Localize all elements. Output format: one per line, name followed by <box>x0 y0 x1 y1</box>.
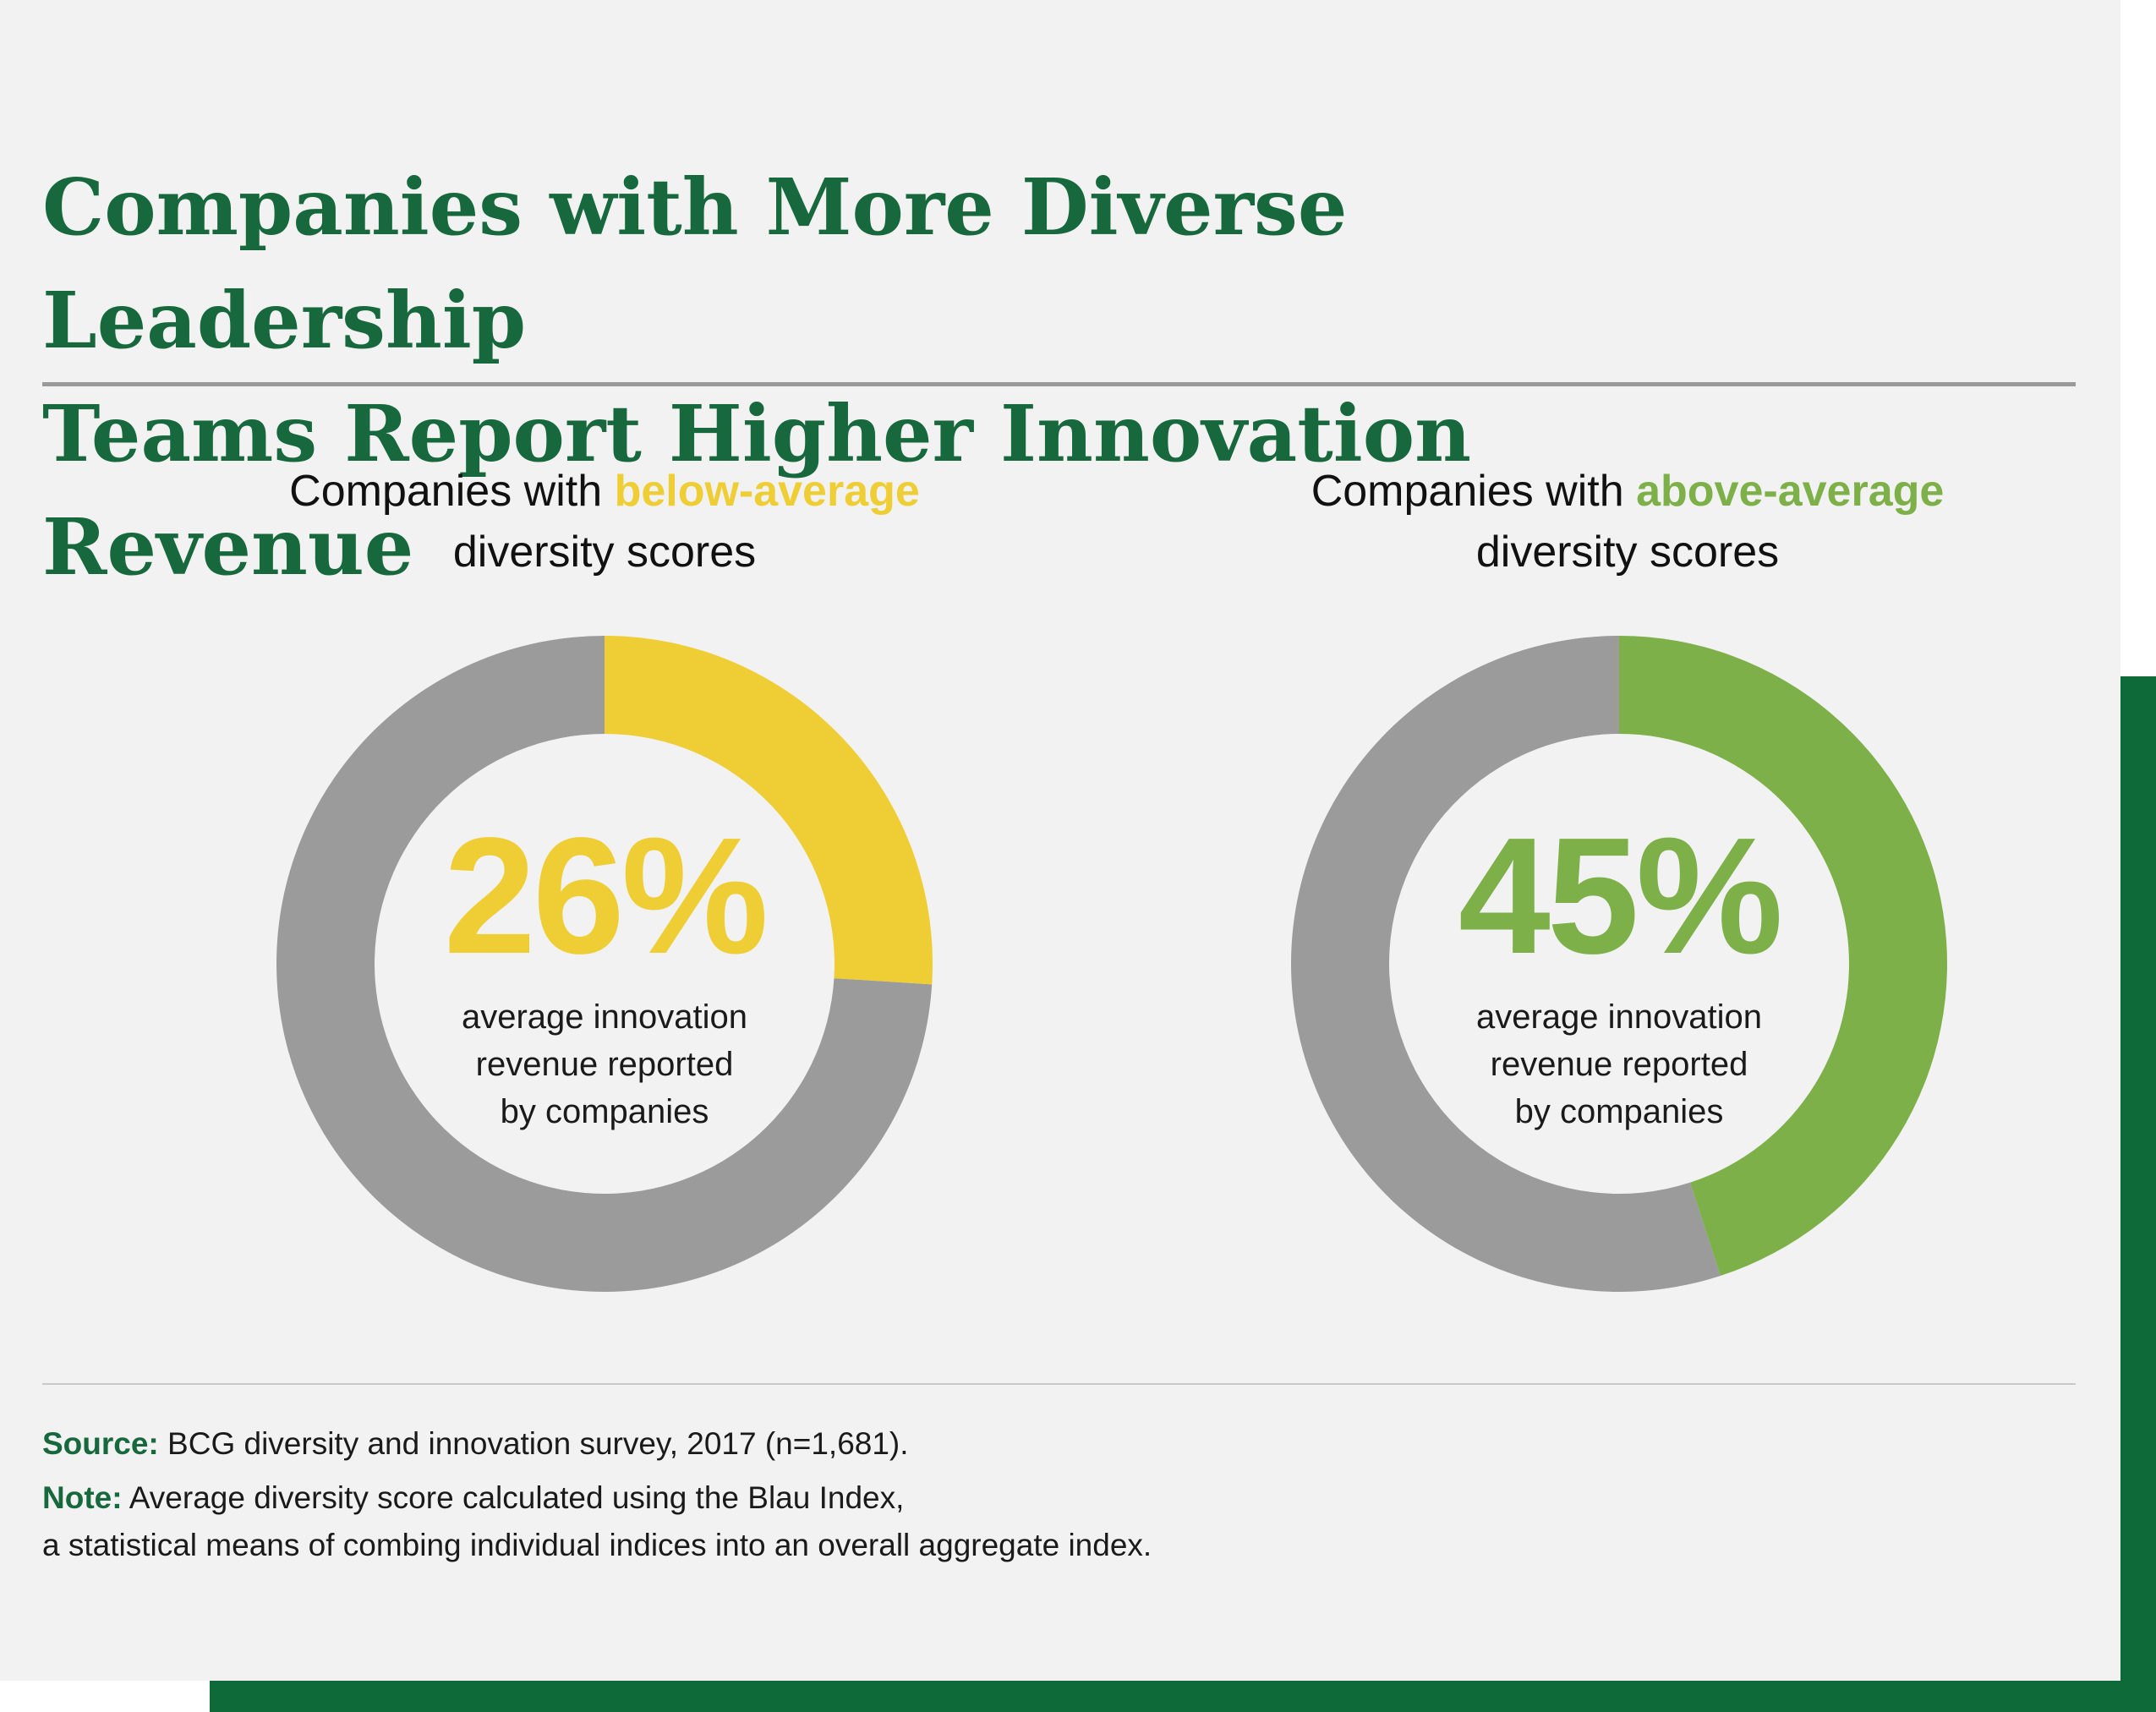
source-text: BCG diversity and innovation survey, 201… <box>158 1426 909 1461</box>
note-line: Note: Average diversity score calculated… <box>42 1474 1152 1522</box>
infographic-panel: Companies with More Diverse Leadership T… <box>0 0 2120 1681</box>
caption-highlight: below-average <box>614 467 920 516</box>
chart-caption-below-average: Companies with below-average diversity s… <box>224 461 985 583</box>
donut-slice-value <box>1619 636 1947 1277</box>
title-divider <box>42 382 2076 386</box>
center-line-3: by companies <box>1514 1093 1724 1130</box>
caption-line-2: diversity scores <box>452 528 757 577</box>
donut-svg-above-average <box>1290 636 1947 1292</box>
donut-slice-remainder <box>276 636 933 1292</box>
note-text: Average diversity score calculated using… <box>122 1480 905 1515</box>
chart-caption-above-average: Companies with above-average diversity s… <box>1247 461 2008 583</box>
center-line-2: revenue reported <box>1490 1046 1748 1083</box>
value-label: 26% <box>443 803 769 988</box>
frame-shadow-right <box>2120 676 2156 1712</box>
source-line: Source: BCG diversity and innovation sur… <box>42 1420 1152 1468</box>
source-label: Source: <box>42 1426 159 1461</box>
page-title: Companies with More Diverse Leadership T… <box>42 150 1733 604</box>
footer-notes: Source: BCG diversity and innovation sur… <box>42 1420 1152 1569</box>
note-line-2: a statistical means of combing individua… <box>42 1528 1152 1562</box>
donut-svg-below-average <box>276 636 933 1292</box>
caption-line-1: Companies with below-average <box>224 461 985 522</box>
footer-divider <box>42 1383 2076 1385</box>
caption-line-2: diversity scores <box>1475 528 1780 577</box>
frame-shadow-bottom <box>210 1681 2156 1712</box>
caption-prefix: Companies with <box>289 467 615 516</box>
donut-slice-remainder <box>1290 636 1721 1292</box>
donut-chart-below-average: 26% average innovation revenue reported … <box>275 634 934 1294</box>
center-line-1: average innovation <box>461 998 748 1036</box>
note-label: Note: <box>42 1480 123 1515</box>
center-description: average innovation revenue reported by c… <box>1289 993 1949 1135</box>
center-line-3: by companies <box>500 1093 709 1130</box>
center-description: average innovation revenue reported by c… <box>275 993 934 1135</box>
center-line-2: revenue reported <box>475 1046 734 1083</box>
center-line-1: average innovation <box>1475 998 1763 1036</box>
caption-prefix: Companies with <box>1311 467 1637 516</box>
caption-highlight: above-average <box>1636 467 1945 516</box>
caption-line-1: Companies with above-average <box>1247 461 2008 522</box>
title-line-2: Teams Report Higher Innovation Revenue <box>42 388 1471 593</box>
value-label: 45% <box>1458 803 1783 988</box>
donut-chart-above-average: 45% average innovation revenue reported … <box>1289 634 1949 1294</box>
title-line-1: Companies with More Diverse Leadership <box>42 161 1348 366</box>
donut-slice-value <box>605 636 933 985</box>
